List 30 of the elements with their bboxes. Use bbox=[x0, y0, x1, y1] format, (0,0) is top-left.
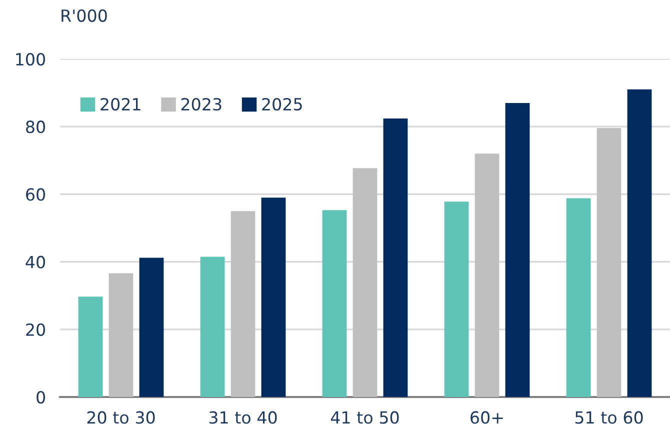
bar bbox=[108, 273, 134, 397]
bar bbox=[627, 89, 652, 397]
bar bbox=[566, 198, 591, 397]
x-tick-label: 51 to 60 bbox=[575, 411, 643, 424]
legend-label: 2023 bbox=[181, 98, 222, 111]
bar bbox=[383, 118, 408, 397]
x-tick-label: 31 to 40 bbox=[209, 411, 277, 424]
bar bbox=[139, 258, 164, 397]
bar bbox=[78, 296, 103, 397]
bar bbox=[596, 128, 622, 397]
x-tick-label: 20 to 30 bbox=[87, 411, 155, 424]
bar bbox=[505, 102, 530, 397]
legend-label: 2025 bbox=[262, 98, 302, 111]
y-tick-label: 0 bbox=[36, 390, 46, 404]
y-tick-label: 100 bbox=[16, 52, 46, 66]
bar bbox=[230, 211, 256, 397]
y-tick-label: 60 bbox=[26, 188, 46, 201]
x-tick-label: 41 to 50 bbox=[330, 411, 399, 424]
y-tick-label: 20 bbox=[26, 323, 46, 336]
bar bbox=[474, 154, 500, 397]
bar bbox=[200, 256, 225, 397]
y-tick-label: 80 bbox=[26, 120, 46, 134]
bar bbox=[322, 210, 347, 397]
bar bbox=[444, 202, 469, 397]
y-tick-label: 40 bbox=[26, 256, 46, 268]
bar bbox=[261, 198, 286, 397]
x-tick-label: 60+ bbox=[470, 411, 503, 424]
bar bbox=[352, 168, 378, 397]
legend-label: 2021 bbox=[100, 98, 140, 111]
y-axis-title: R'000 bbox=[62, 9, 107, 22]
